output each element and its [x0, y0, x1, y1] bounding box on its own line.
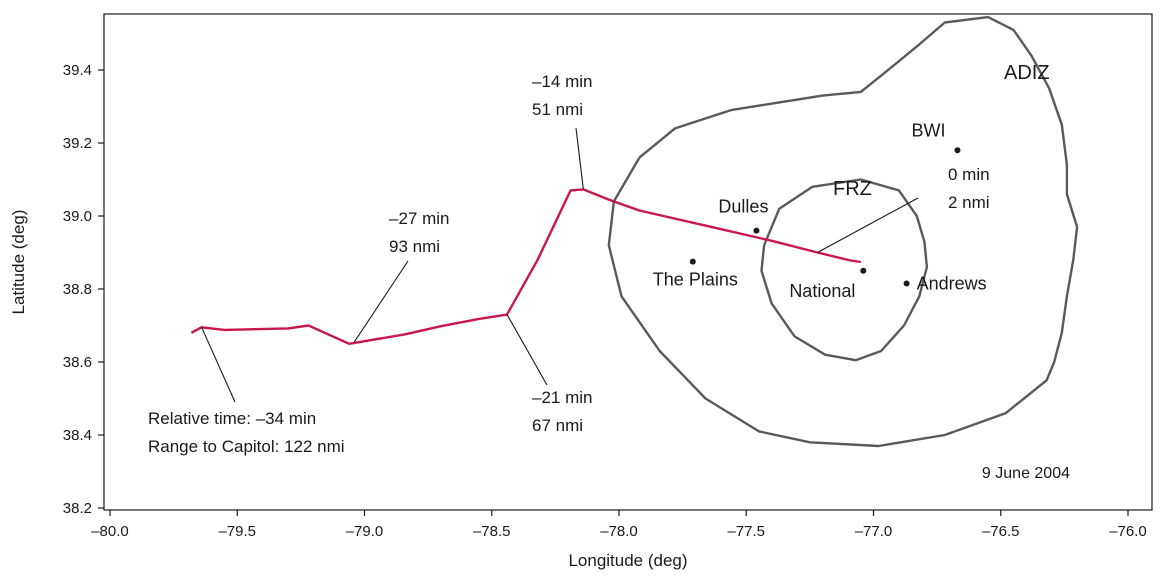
annotation-text: Relative time: –34 min: [148, 409, 316, 428]
y-axis-label: Latitude (deg): [9, 210, 28, 315]
place-dot: [860, 267, 867, 274]
adiz-boundary: [607, 15, 1079, 448]
annotation-text: –21 min: [532, 388, 592, 407]
place-label: National: [789, 281, 855, 301]
y-tick-label: 39.4: [63, 62, 92, 79]
annotation-leader: [817, 197, 919, 253]
annotation-leader: [201, 327, 236, 403]
annotation-text: 51 nmi: [532, 100, 583, 119]
annotation-text: 2 nmi: [948, 193, 990, 212]
annotation-leader: [575, 127, 584, 190]
y-tick-label: 38.4: [63, 427, 92, 444]
zone-label-frz: FRZ: [833, 178, 872, 200]
plot-frame: [103, 13, 1153, 511]
annotation-leader: [506, 314, 548, 386]
x-tick-label: –79.0: [346, 523, 384, 540]
x-tick-label: –76.5: [982, 523, 1020, 540]
annotation-text: –14 min: [532, 72, 592, 91]
annotation-text: 67 nmi: [532, 416, 583, 435]
y-tick-label: 38.2: [63, 500, 92, 517]
place-markers: Dulles The Plains National Andrews BWI: [653, 120, 987, 300]
place-label: Dulles: [718, 197, 768, 217]
x-tick-label: –78.0: [600, 523, 638, 540]
zone-label-adiz: ADIZ: [1004, 62, 1050, 84]
place-label: The Plains: [653, 270, 738, 290]
airspace-zones: [607, 15, 1079, 448]
y-tick-label: 39.0: [63, 208, 92, 225]
place-dot: [753, 227, 760, 234]
annotation-text: Range to Capitol: 122 nmi: [148, 437, 345, 456]
place-dot: [903, 280, 910, 287]
x-axis-label: Longitude (deg): [568, 551, 687, 570]
x-tick-label: –78.5: [473, 523, 511, 540]
x-axis: –80.0 –79.5 –79.0 –78.5 –78.0 –77.5 –77.0 –76.5…: [91, 510, 1147, 540]
x-tick-label: –79.5: [218, 523, 256, 540]
x-tick-label: –77.0: [855, 523, 893, 540]
flight-track: [190, 188, 861, 345]
date-label: 9 June 2004: [982, 465, 1070, 482]
place-label: Andrews: [917, 274, 987, 294]
y-tick-label: 38.8: [63, 281, 92, 298]
track-annotations: Relative time: –34 min Range to Capitol: …: [148, 72, 990, 456]
place-dot: [689, 258, 696, 265]
y-axis: 38.2 38.4 38.6 38.8 39.0 39.2 39.4: [63, 62, 104, 517]
annotation-text: –27 min: [389, 209, 449, 228]
annotation-leader: [353, 260, 409, 343]
x-tick-label: –77.5: [727, 523, 765, 540]
annotation-text: 93 nmi: [389, 237, 440, 256]
x-tick-label: –80.0: [91, 523, 129, 540]
x-tick-label: –76.0: [1109, 523, 1147, 540]
y-tick-label: 39.2: [63, 135, 92, 152]
frz-boundary: [760, 178, 929, 362]
place-dot: [954, 147, 961, 154]
y-tick-label: 38.6: [63, 354, 92, 371]
annotation-text: 0 min: [948, 165, 990, 184]
place-label: BWI: [911, 120, 945, 140]
flight-track-line: [190, 188, 861, 345]
